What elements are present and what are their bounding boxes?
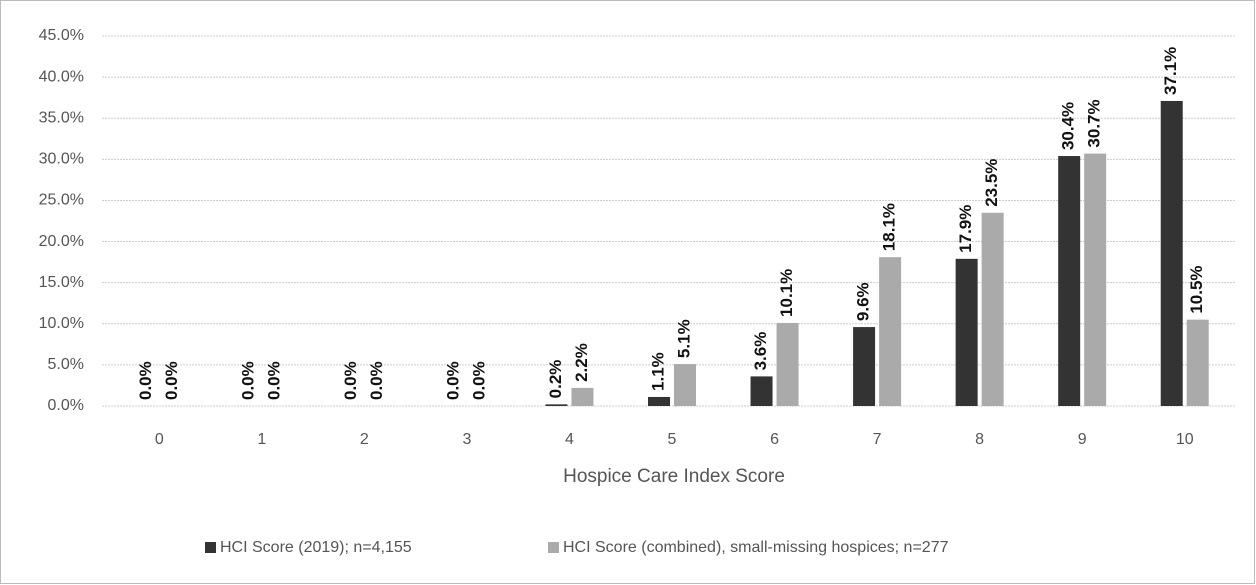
x-tick-label: 4 bbox=[565, 431, 574, 448]
x-tick-label: 1 bbox=[257, 431, 266, 448]
x-tick-label: 7 bbox=[873, 431, 882, 448]
data-label: 0.0% bbox=[136, 361, 155, 400]
data-label: 30.4% bbox=[1059, 102, 1078, 150]
data-label: 0.0% bbox=[341, 361, 360, 400]
bar bbox=[1084, 153, 1107, 406]
bar bbox=[853, 327, 876, 406]
data-label: 3.6% bbox=[751, 332, 770, 371]
x-tick-label: 0 bbox=[155, 431, 164, 448]
y-tick-label: 20.0% bbox=[39, 233, 84, 250]
data-label: 18.1% bbox=[880, 203, 899, 251]
data-label: 37.1% bbox=[1161, 47, 1180, 95]
data-label: 0.2% bbox=[546, 360, 565, 399]
y-tick-label: 30.0% bbox=[39, 151, 84, 168]
bar bbox=[545, 404, 568, 406]
data-label: 0.0% bbox=[469, 361, 488, 400]
bar bbox=[1160, 100, 1183, 406]
data-label: 10.1% bbox=[777, 269, 796, 317]
data-label: 0.0% bbox=[367, 361, 386, 400]
x-tick-label: 10 bbox=[1176, 431, 1194, 448]
bar bbox=[1058, 156, 1081, 406]
data-label: 2.2% bbox=[572, 343, 591, 382]
data-label: 10.5% bbox=[1187, 265, 1206, 313]
y-tick-label: 35.0% bbox=[39, 109, 84, 126]
legend-swatch bbox=[205, 542, 216, 553]
x-tick-label: 2 bbox=[360, 431, 369, 448]
bar bbox=[776, 322, 799, 406]
x-tick-label: 3 bbox=[462, 431, 471, 448]
data-label: 5.1% bbox=[674, 319, 693, 358]
y-tick-label: 10.0% bbox=[39, 315, 84, 332]
data-label: 0.0% bbox=[238, 361, 257, 400]
data-label: 0.0% bbox=[162, 361, 181, 400]
y-tick-label: 0.0% bbox=[48, 397, 84, 414]
bar bbox=[648, 396, 670, 406]
x-tick-label: 8 bbox=[975, 431, 984, 448]
bar bbox=[571, 387, 594, 406]
bar bbox=[750, 376, 773, 406]
y-tick-label: 25.0% bbox=[39, 192, 84, 209]
bar bbox=[955, 258, 978, 406]
bar bbox=[1186, 319, 1209, 406]
x-tick-label: 6 bbox=[770, 431, 779, 448]
y-tick-label: 5.0% bbox=[48, 356, 84, 373]
data-label: 23.5% bbox=[982, 159, 1001, 207]
data-label: 0.0% bbox=[264, 361, 283, 400]
y-tick-label: 45.0% bbox=[39, 27, 84, 44]
data-label: 9.6% bbox=[854, 282, 873, 321]
data-label: 0.0% bbox=[443, 361, 462, 400]
bar bbox=[879, 257, 902, 406]
y-tick-label: 40.0% bbox=[39, 68, 84, 85]
x-tick-label: 9 bbox=[1078, 431, 1087, 448]
bar bbox=[981, 212, 1004, 406]
legend-label: HCI Score (2019); n=4,155 bbox=[220, 539, 412, 556]
x-axis-title: Hospice Care Index Score bbox=[563, 466, 785, 487]
legend-label: HCI Score (combined), small-missing hosp… bbox=[563, 539, 949, 556]
legend-swatch bbox=[548, 542, 559, 553]
y-tick-label: 15.0% bbox=[39, 274, 84, 291]
data-label: 30.7% bbox=[1085, 99, 1104, 147]
data-label: 17.9% bbox=[956, 205, 975, 253]
bar bbox=[674, 364, 696, 406]
data-label: 1.1% bbox=[648, 352, 667, 391]
x-tick-label: 5 bbox=[668, 431, 677, 448]
